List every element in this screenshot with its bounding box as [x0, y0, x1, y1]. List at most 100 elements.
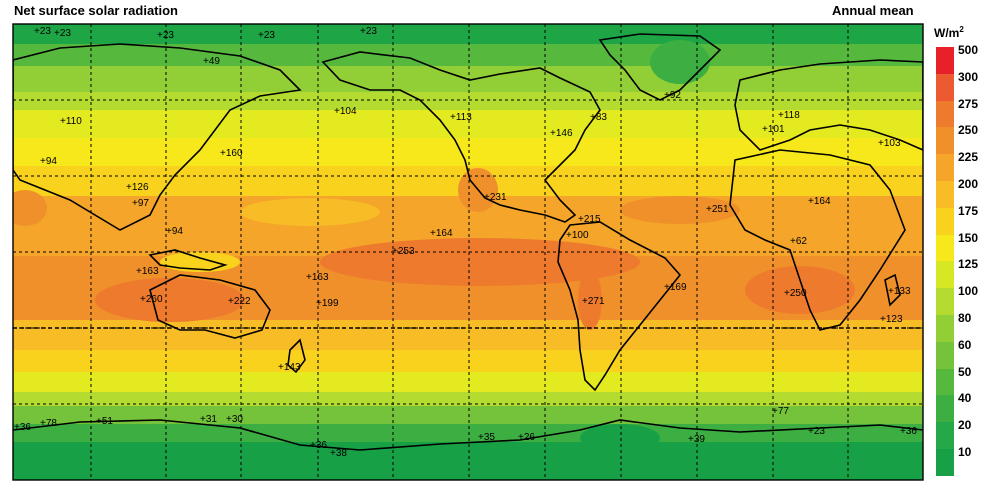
coast-north-america: [321, 51, 601, 223]
coast-antarctica: [13, 419, 923, 451]
annotation: +250: [784, 288, 807, 299]
legend-level-label: 40: [958, 391, 972, 406]
annotation: +23: [34, 26, 51, 37]
patch-antarctic-shelf: [580, 424, 660, 452]
annotation: +163: [136, 266, 159, 277]
annotation: +49: [203, 56, 220, 67]
annotation: +31: [200, 414, 217, 425]
legend-level-label: 250: [958, 123, 979, 138]
annotation: +62: [790, 236, 807, 247]
band-north-subtrop: [13, 138, 923, 166]
patch-eastern-pacific-south: [320, 238, 640, 286]
annotation: +146: [550, 128, 573, 139]
patch-greenland: [650, 40, 710, 84]
annotation: +23: [360, 26, 377, 37]
coast-europe: [734, 59, 923, 151]
legend-level-label: 80: [958, 311, 972, 325]
annotation: +51: [96, 416, 113, 427]
legend-swatch: [936, 181, 954, 209]
annotation: +35: [478, 432, 495, 443]
annotation: +123: [880, 314, 903, 325]
coast-africa: [729, 149, 906, 331]
legend-level-label: 275: [958, 96, 979, 111]
band-south-subtrop: [13, 320, 923, 350]
legend-level-label: 100: [958, 284, 979, 299]
annotation: +77: [772, 406, 789, 417]
legend-level-label: 50: [958, 364, 972, 379]
legend-swatch: [936, 315, 954, 343]
legend-swatch: [936, 100, 954, 128]
annotation: +169: [664, 282, 687, 293]
annotation: +78: [40, 418, 57, 429]
legend-swatch: [936, 368, 954, 396]
continents: [13, 33, 923, 451]
coast-greenland: [598, 33, 722, 101]
annotation: +231: [484, 192, 507, 203]
legend-swatch: [936, 154, 954, 182]
band-north-mid-3: [13, 110, 923, 138]
annotation: +23: [54, 28, 71, 39]
legend-level-label: 200: [958, 177, 979, 191]
annotation: +110: [60, 116, 82, 127]
coast-eurasia: [13, 43, 302, 231]
annotation: +36: [310, 440, 327, 451]
legend-swatch: [936, 449, 954, 477]
annotation: +143: [278, 362, 301, 373]
legend-level-label: 225: [958, 150, 979, 165]
patch-north-pacific-trop: [240, 198, 380, 226]
annotation: +97: [132, 198, 149, 209]
map-title: Net surface solar radiation: [14, 3, 178, 18]
annotation: +94: [166, 226, 183, 237]
band-south-mid-1: [13, 350, 923, 372]
legend-level-label: 175: [958, 203, 979, 218]
patch-andes: [578, 270, 602, 330]
annotation: +199: [316, 298, 339, 309]
annotation: +215: [578, 214, 601, 225]
annotation: +100: [566, 230, 589, 241]
legend-unit: W/m2: [934, 25, 964, 40]
annotation: +92: [664, 90, 681, 101]
legend-level-label: 60: [958, 337, 972, 352]
legend-swatch: [936, 207, 954, 236]
legend-level-label: 150: [958, 230, 979, 245]
coast-australia: [149, 274, 271, 339]
annotation: +164: [808, 196, 831, 207]
band-south-polar-edge: [13, 424, 923, 442]
map-period-label: Annual mean: [832, 3, 914, 18]
annotation: +38: [330, 448, 347, 459]
annotation: +253: [392, 246, 415, 257]
legend-level-label: 125: [958, 257, 979, 272]
legend-swatch: [936, 341, 954, 370]
radiation-field: +23 +23 +23 +23 +23 +49 +110 +104 +113 +…: [13, 24, 923, 480]
value-annotations: +23 +23 +23 +23 +23 +49 +110 +104 +113 +…: [14, 26, 917, 459]
patch-south-indian: [95, 278, 245, 322]
band-north-mid-2: [13, 92, 923, 110]
annotation: +94: [40, 156, 57, 167]
annotation: +26: [518, 432, 535, 443]
map-frame: [12, 23, 924, 481]
patch-arabia: [13, 190, 47, 226]
band-south-mid-3: [13, 392, 923, 406]
annotation: +23: [157, 30, 174, 41]
annotation: +160: [220, 148, 243, 159]
annotation: +164: [430, 228, 453, 239]
radiation-map: +23 +23 +23 +23 +23 +49 +110 +104 +113 +…: [12, 23, 924, 481]
legend-swatch: [936, 73, 954, 102]
annotation: +103: [878, 138, 901, 149]
legend-level-label: 300: [958, 69, 979, 84]
legend-swatch: [936, 288, 954, 316]
band-south-mid-2: [13, 372, 923, 392]
annotation: +36: [14, 422, 31, 433]
legend-swatch: [936, 395, 954, 423]
legend-swatch: [936, 47, 954, 75]
patch-north-atlantic-trop: [620, 196, 740, 224]
annotation: +260: [140, 294, 163, 305]
legend-swatch: [936, 127, 954, 155]
legend-swatch: [936, 234, 954, 262]
annotation: +113: [450, 112, 472, 123]
legend-level-label: 20: [958, 418, 972, 433]
legend-swatch: [936, 422, 954, 450]
annotation: +222: [228, 296, 251, 307]
annotation: +36: [900, 426, 917, 437]
color-legend: 500 300 275 250 225 200 175 150 125 100 80 60 50 40 20…: [936, 43, 989, 477]
